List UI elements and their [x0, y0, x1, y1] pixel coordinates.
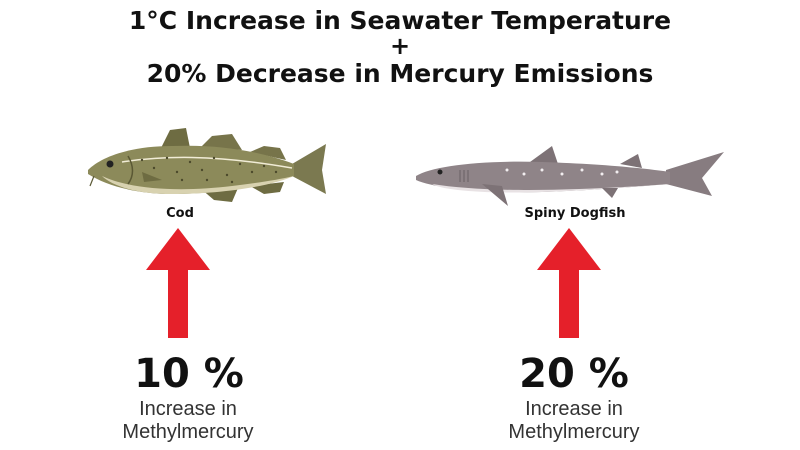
cod-increase-arrow-icon: [146, 228, 210, 338]
cod-label: Cod: [166, 206, 194, 221]
spiny-dogfish-illustration: [416, 146, 724, 206]
cod-description-line-2: Methylmercury: [122, 421, 254, 443]
title-plus: +: [389, 32, 411, 60]
title-line-2: 20% Decrease in Mercury Emissions: [146, 59, 654, 88]
cod-description-line-1: Increase in: [139, 398, 237, 420]
dogfish-description-line-2: Methylmercury: [508, 421, 640, 443]
spiny-dogfish-label: Spiny Dogfish: [524, 206, 626, 221]
title-line-1: 1°C Increase in Seawater Temperature: [128, 6, 672, 35]
dogfish-percent-value: 20 %: [519, 351, 629, 397]
cod-fish-illustration: [88, 128, 326, 202]
dogfish-increase-arrow-icon: [537, 228, 601, 338]
dogfish-description-line-1: Increase in: [525, 398, 623, 420]
cod-percent-value: 10 %: [134, 351, 244, 397]
